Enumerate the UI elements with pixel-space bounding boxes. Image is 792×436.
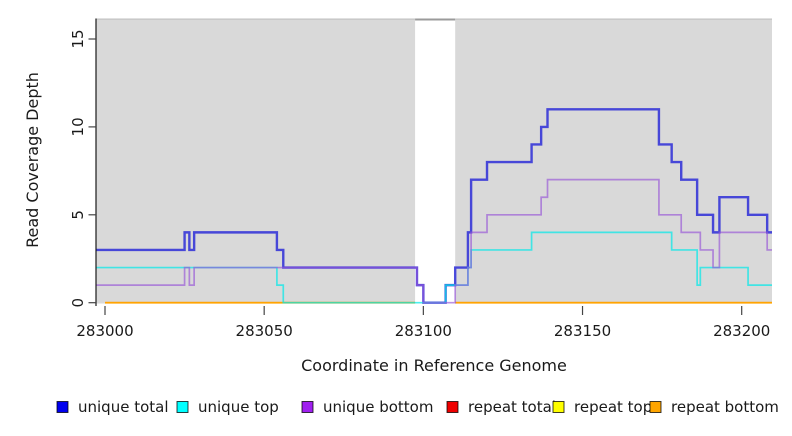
y-tick-label: 0 (69, 298, 87, 308)
y-axis-title: Read Coverage Depth (23, 72, 42, 248)
legend-item-unique-total: unique total (56, 398, 169, 416)
y-tick-label: 15 (69, 29, 87, 48)
legend-label: repeat top (574, 398, 652, 416)
gap-band (415, 18, 456, 304)
x-tick-label: 283200 (713, 322, 770, 340)
x-tick-label: 283050 (236, 322, 293, 340)
legend-label: repeat total (468, 398, 556, 416)
y-tick-label: 5 (69, 210, 87, 220)
legend-item-repeat-top: repeat top (552, 398, 652, 416)
legend-swatch-repeat-bottom-icon (649, 401, 662, 413)
legend-item-unique-top: unique top (176, 398, 279, 416)
legend-item-repeat-bottom: repeat bottom (649, 398, 779, 416)
legend-label: repeat bottom (671, 398, 779, 416)
axes (88, 18, 743, 315)
legend-item-repeat-total: repeat total (446, 398, 556, 416)
series-lines (96, 108, 772, 304)
y-tick-label: 10 (69, 117, 87, 136)
gap-band-rect (415, 18, 456, 304)
x-tick-labels: 283000 283050 283100 283150 283200 (76, 322, 770, 340)
legend-swatch-unique-top-icon (176, 401, 189, 413)
legend-label: unique top (198, 398, 279, 416)
y-tick-labels: 0 5 10 15 (69, 29, 87, 307)
x-axis-title: Coordinate in Reference Genome (301, 356, 567, 375)
legend-item-unique-bottom: unique bottom (301, 398, 433, 416)
x-tick-label: 283000 (76, 322, 133, 340)
x-tick-label: 283150 (554, 322, 611, 340)
series-unique-total (96, 108, 772, 304)
x-tick-label: 283100 (395, 322, 452, 340)
legend-swatch-unique-bottom-icon (301, 401, 314, 413)
legend-label: unique total (78, 398, 169, 416)
legend: unique total unique top unique bottom repea… (56, 398, 779, 416)
legend-swatch-unique-total-icon (56, 401, 69, 413)
series-unique-bottom (96, 178, 772, 304)
legend-label: unique bottom (323, 398, 433, 416)
legend-swatch-repeat-total-icon (446, 401, 459, 413)
legend-swatch-repeat-top-icon (552, 401, 565, 413)
series-unique-top (96, 231, 772, 304)
gap-band-top-cap (415, 18, 456, 21)
